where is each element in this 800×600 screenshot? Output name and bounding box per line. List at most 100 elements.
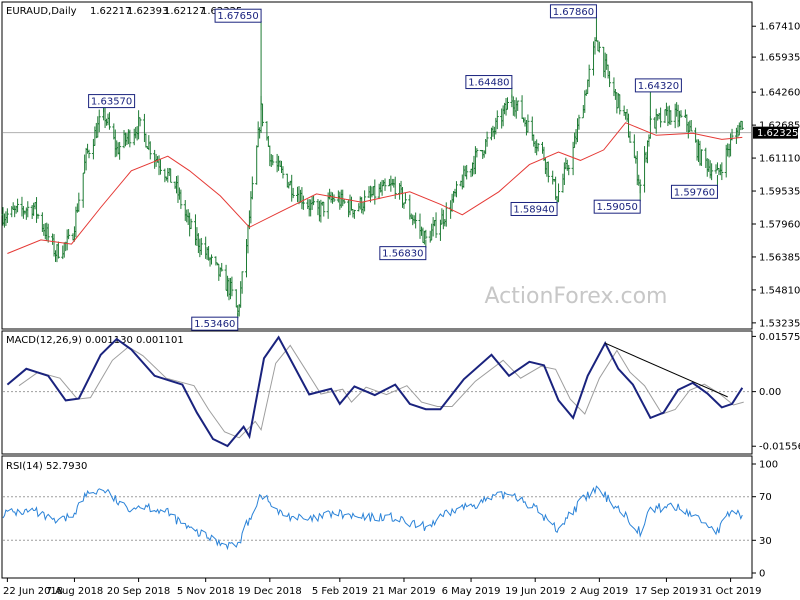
ohlc-bar (403, 192, 407, 204)
annotation-label: 1.58940 (510, 201, 558, 216)
ohlc-bar (189, 218, 193, 230)
annotation-label: 1.67860 (549, 4, 597, 19)
ohlc-bar (271, 155, 275, 166)
ohlc-bar (128, 129, 132, 148)
svg-text:1.67860: 1.67860 (553, 7, 594, 18)
ohlc-bar (669, 110, 673, 125)
ohlc-bar (281, 166, 285, 179)
price-tick-label: 1.57960 (759, 219, 800, 230)
svg-text:1.56830: 1.56830 (382, 249, 423, 260)
ohlc-bar (322, 201, 326, 217)
ohlc-bar (689, 119, 693, 132)
ohlc-bar (250, 176, 254, 200)
ohlc-bar (546, 161, 550, 183)
rsi-series (2, 485, 751, 551)
ohlc-bar (179, 189, 183, 209)
annotation-label: 1.56830 (379, 246, 427, 261)
ohlc-bar (597, 41, 601, 53)
price-tick-label: 1.64260 (759, 88, 800, 99)
date-tick-label: 21 Mar 2019 (372, 586, 435, 597)
ohlc-high: 1.62393 (127, 6, 168, 17)
macd-signal-line (18, 344, 744, 439)
ohlc-open: 1.62217 (90, 6, 131, 17)
date-tick-label: 17 Sep 2019 (635, 586, 698, 597)
ohlc-bar (199, 237, 203, 255)
ohlc-bar (516, 100, 520, 111)
svg-text:1.59760: 1.59760 (674, 187, 715, 198)
ohlc-bar (587, 64, 591, 88)
svg-text:1.53460: 1.53460 (194, 319, 235, 330)
rsi-panel (1, 455, 753, 579)
annotation-label: 1.63570 (88, 94, 136, 109)
ohlc-bar (454, 181, 458, 198)
macd-series (3, 335, 751, 448)
rsi-label: RSI(14) 52.7930 (6, 461, 87, 472)
ohlc-bar (301, 195, 305, 210)
ohlc-bar (740, 120, 744, 130)
ohlc-bar (352, 209, 356, 219)
ohlc-bar (475, 148, 479, 158)
ohlc-bar (567, 164, 571, 176)
annotation-label: 1.53460 (191, 316, 239, 331)
svg-text:1.67650: 1.67650 (217, 11, 258, 22)
ohlc-bar (342, 199, 346, 204)
ohlc-bar (312, 195, 316, 206)
price-tick-label: 1.53235 (759, 318, 800, 329)
annotation-label: 1.59760 (670, 184, 718, 199)
ohlc-bar (97, 109, 101, 133)
price-tick-label: 1.61110 (759, 154, 800, 165)
macd-label: MACD(12,26,9) 0.001130 0.001101 (6, 335, 184, 346)
date-tick-label: 7 Aug 2018 (46, 586, 104, 597)
macd-tick-label: -0.015568 (759, 442, 800, 453)
svg-text:1.59050: 1.59050 (597, 202, 638, 213)
price-header: EURAUD,Daily 1.62217 1.62393 1.62127 1.6… (6, 6, 242, 17)
ohlc-bar (383, 178, 387, 191)
ohlc-bar (577, 114, 581, 130)
rsi-tick-label: 0 (759, 569, 765, 580)
ohlc-bar (5, 208, 9, 223)
macd-panel (1, 330, 753, 455)
svg-text:1.64480: 1.64480 (468, 78, 509, 89)
macd-tick-label: 0.01575 (759, 332, 800, 343)
ohlc-bar (373, 179, 377, 205)
price-annotations: 1.63570 1.67650 1.53460 1.56830 1.64480 1.589… (88, 4, 718, 331)
ohlc-bar (434, 212, 438, 238)
ohlc-bar (505, 97, 509, 110)
ohlc-bar (220, 262, 224, 272)
ohlc-bar (230, 276, 234, 297)
date-tick-label: 5 Nov 2018 (177, 586, 235, 597)
date-tick-label: 6 May 2019 (442, 586, 501, 597)
ohlc-bar (107, 112, 111, 130)
ohlc-bar (720, 162, 724, 181)
ohlc-bar (679, 110, 683, 118)
ohlc-bar (36, 213, 40, 219)
date-tick-label: 19 Dec 2018 (238, 586, 302, 597)
ohlc-bar (240, 271, 244, 294)
ohlc-bar (424, 229, 428, 240)
date-tick-label: 5 Feb 2019 (312, 586, 368, 597)
price-panel (1, 1, 753, 330)
svg-text:1.64320: 1.64320 (638, 81, 679, 92)
price-tick-label: 1.65935 (759, 53, 800, 64)
svg-text:1.63570: 1.63570 (91, 97, 132, 108)
macd-tick-label: 0.00 (759, 387, 781, 398)
ohlc-bar (291, 187, 295, 199)
rsi-tick-label: 30 (759, 536, 772, 547)
ohlc-low: 1.62127 (164, 6, 205, 17)
date-tick-label: 19 Jun 2019 (505, 586, 565, 597)
last-price-label: 1.62325 (757, 128, 798, 139)
annotation-label: 1.64480 (465, 75, 513, 90)
symbol-label: EURAUD,Daily (6, 6, 77, 17)
ohlc-bar (699, 149, 703, 166)
annotation-label: 1.59050 (593, 199, 641, 214)
last-price-marker (753, 126, 798, 139)
rsi-tick-label: 100 (759, 460, 778, 471)
ohlc-bar (67, 228, 71, 240)
price-tick-label: 1.59535 (759, 187, 800, 198)
ohlc-bar (158, 159, 162, 175)
date-tick-label: 31 Oct 2019 (700, 586, 762, 597)
ohlc-bar (536, 142, 540, 152)
macd-trendline (604, 342, 728, 398)
ohlc-bar (618, 94, 622, 115)
